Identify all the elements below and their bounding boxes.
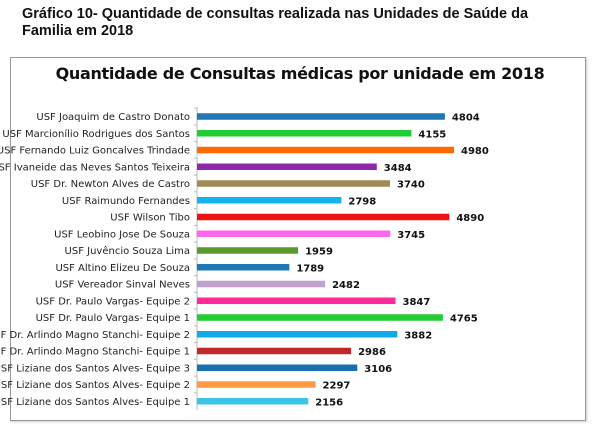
data-label: 4155: [418, 129, 446, 140]
bar: [197, 113, 445, 120]
data-label: 2798: [348, 196, 376, 207]
category-label: USF Liziane dos Santos Alves- Equipe 1: [0, 397, 190, 408]
data-label: 3847: [403, 297, 431, 308]
data-label: 2482: [332, 280, 360, 291]
bar: [197, 130, 412, 137]
data-label: 2986: [358, 347, 386, 358]
bar: [197, 381, 316, 388]
category-label: USF Ivaneide das Neves Santos Teixeira: [0, 162, 190, 173]
data-label: 4980: [461, 146, 489, 157]
category-label: USF Leobino Jose De Souza: [54, 229, 190, 240]
bar: [197, 213, 450, 221]
bar: [197, 230, 391, 237]
bar: [197, 314, 443, 321]
category-label: USF Marcionílio Rodrigues dos Santos: [2, 128, 190, 140]
bar: [197, 197, 342, 204]
bar: [197, 398, 309, 405]
bar: [197, 163, 377, 170]
chart-title: Quantidade de Consultas médicas por unid…: [55, 64, 545, 83]
category-label: USF Vereador Sinval Neves: [55, 280, 190, 291]
category-label: USF Fernando Luiz Goncalves Trindade: [0, 146, 190, 157]
bar: [197, 247, 299, 254]
data-label: 3106: [364, 364, 392, 375]
category-label: USF Altino Elizeu De Souza: [55, 263, 190, 274]
bar: [197, 364, 358, 371]
data-label: 3882: [404, 330, 432, 341]
data-label: 4765: [450, 314, 478, 325]
bar: [197, 146, 454, 154]
chart-frame: [10, 57, 586, 421]
bar: [197, 280, 326, 288]
bar: [197, 297, 396, 304]
category-label: USF Raimundo Fernandes: [62, 196, 190, 207]
bar: [197, 180, 391, 187]
category-label: USF Joaquim de Castro Donato: [36, 112, 190, 123]
data-label: 3484: [384, 163, 412, 174]
data-label: 3745: [397, 230, 425, 241]
bar: [197, 264, 290, 271]
bar: [197, 331, 398, 338]
figure-caption: Gráfico 10- Quantidade de consultas real…: [22, 6, 529, 39]
bar: [197, 347, 352, 355]
category-label: USF Juvêncio Souza Lima: [65, 245, 190, 257]
category-label: USF Liziane dos Santos Alves- Equipe 3: [0, 363, 190, 374]
category-label: USF Dr. Paulo Vargas- Equipe 1: [36, 313, 190, 324]
data-label: 2156: [315, 397, 343, 408]
data-label: 4804: [452, 113, 480, 124]
data-label: 4890: [456, 213, 484, 224]
category-label: USF Dr. Arlindo Magno Stanchi- Equipe 2: [0, 330, 190, 341]
category-label: USF Liziane dos Santos Alves- Equipe 2: [0, 380, 190, 391]
category-label: USF Dr. Newton Alves de Castro: [31, 179, 190, 190]
category-label: USF Dr. Paulo Vargas- Equipe 2: [36, 296, 190, 307]
category-label: USF Dr. Arlindo Magno Stanchi- Equipe 1: [0, 347, 190, 358]
data-label: 1789: [296, 263, 324, 274]
data-label: 2297: [323, 381, 351, 392]
category-label: USF Wilson Tibo: [110, 213, 190, 224]
data-label: 1959: [305, 247, 333, 258]
data-label: 3740: [397, 180, 425, 191]
